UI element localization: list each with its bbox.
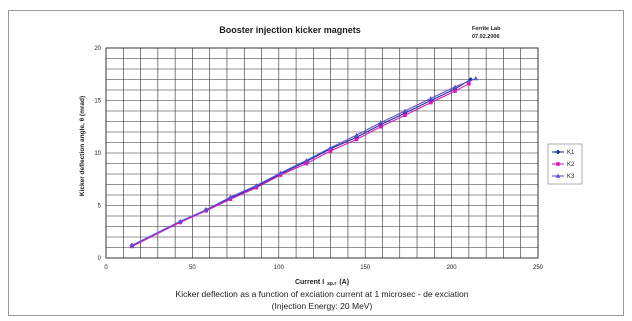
data-point-marker xyxy=(467,82,471,86)
chart-note-lab: Ferrite Lab xyxy=(472,26,501,32)
y-axis-label: Kicker deflection angle, θ (mrad) xyxy=(79,96,86,196)
y-tick-label: 10 xyxy=(94,151,101,157)
y-tick-label: 15 xyxy=(94,99,101,105)
x-axis-label-subscript: sp.r xyxy=(327,281,336,287)
data-point-marker xyxy=(305,162,309,166)
data-point-marker xyxy=(403,113,407,117)
chart-caption-line-2: (Injection Energy: 20 MeV) xyxy=(272,301,373,311)
chart-note-date: 07.02.2006 xyxy=(472,34,500,40)
data-point-marker xyxy=(329,149,333,153)
y-tick-label: 0 xyxy=(98,256,102,262)
x-tick-label: 50 xyxy=(189,265,196,271)
data-point-marker xyxy=(453,89,457,93)
chart-legend: K1 K2 K3 xyxy=(548,144,582,184)
legend-label: K2 xyxy=(567,162,575,168)
legend-label: K3 xyxy=(567,174,575,180)
data-point-marker xyxy=(379,125,383,129)
data-point-marker xyxy=(429,101,433,105)
x-axis-label-main: Current I xyxy=(295,279,324,286)
y-tick-label: 20 xyxy=(94,46,101,52)
data-point-marker xyxy=(355,138,359,142)
chart-title: Booster injection kicker magnets xyxy=(219,25,361,35)
x-tick-label: 200 xyxy=(447,265,458,271)
x-tick-label: 0 xyxy=(104,265,108,271)
x-axis-label-unit: (A) xyxy=(339,279,349,286)
data-point-marker xyxy=(556,162,560,166)
legend-label: K1 xyxy=(567,150,575,156)
x-tick-label: 250 xyxy=(533,265,544,271)
chart-caption-line-1: Kicker deflection as a function of excia… xyxy=(176,289,469,299)
x-tick-label: 100 xyxy=(274,265,285,271)
x-tick-label: 150 xyxy=(360,265,371,271)
y-tick-label: 5 xyxy=(98,204,102,210)
